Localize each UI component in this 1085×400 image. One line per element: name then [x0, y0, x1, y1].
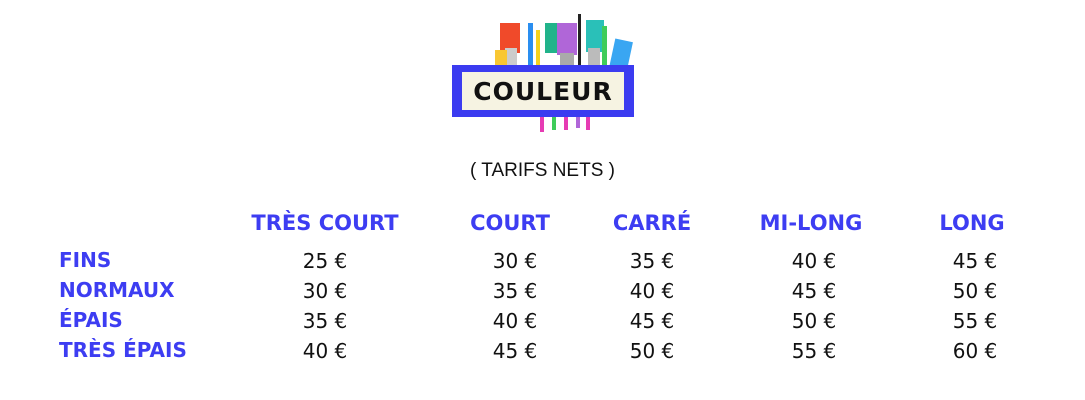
price-cell: 40 € [492, 309, 538, 333]
price-cell: 55 € [952, 309, 998, 333]
price-cell: 60 € [952, 339, 998, 363]
subtitle: ( TARIFS NETS ) [470, 160, 615, 181]
price-cell: 50 € [952, 279, 998, 303]
logo-text: COULEUR [462, 72, 624, 110]
row-label: NORMAUX [59, 278, 175, 302]
price-cell: 40 € [629, 279, 675, 303]
price-cell: 35 € [492, 279, 538, 303]
price-cell: 45 € [791, 279, 837, 303]
row-label: FINS [59, 248, 112, 272]
row-label: ÉPAIS [59, 308, 123, 332]
column-header-long: LONG [939, 211, 1005, 235]
price-cell: 30 € [302, 279, 348, 303]
column-header-tres-court: TRÈS COURT [251, 211, 399, 235]
price-cell: 50 € [791, 309, 837, 333]
price-cell: 35 € [629, 249, 675, 273]
price-cell: 55 € [791, 339, 837, 363]
price-cell: 40 € [791, 249, 837, 273]
price-cell: 50 € [629, 339, 675, 363]
logo-frame: COULEUR [452, 65, 634, 117]
paintbrushes-icon [495, 14, 633, 132]
price-cell: 30 € [492, 249, 538, 273]
price-cell: 45 € [629, 309, 675, 333]
price-cell: 25 € [302, 249, 348, 273]
price-cell: 45 € [492, 339, 538, 363]
column-header-mi-long: MI-LONG [759, 211, 863, 235]
couleur-logo: COULEUR [440, 8, 650, 136]
price-cell: 40 € [302, 339, 348, 363]
row-label: TRÈS ÉPAIS [59, 338, 187, 362]
price-cell: 45 € [952, 249, 998, 273]
column-header-court: COURT [470, 211, 550, 235]
price-cell: 35 € [302, 309, 348, 333]
column-header-carre: CARRÉ [612, 211, 692, 235]
